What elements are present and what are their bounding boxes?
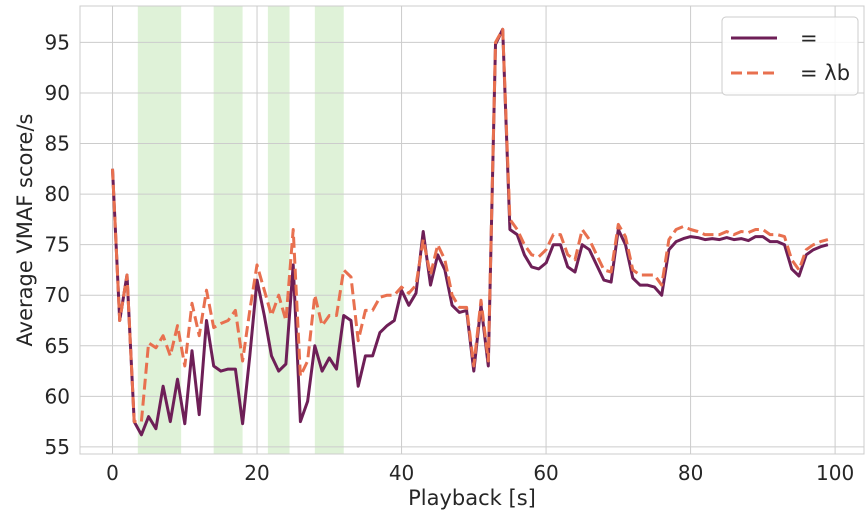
x-tick-label-40: 40 xyxy=(389,461,414,485)
y-tick-label-80: 80 xyxy=(45,182,70,206)
x-axis-title: Playback [s] xyxy=(408,486,536,510)
shaded-region-3 xyxy=(267,6,290,454)
series-line-2 xyxy=(111,27,829,424)
x-tick-label-100: 100 xyxy=(816,461,854,485)
y-tick-label-65: 65 xyxy=(45,334,70,358)
y-tick-label-90: 90 xyxy=(45,81,70,105)
y-tick-label-85: 85 xyxy=(45,132,70,156)
y-tick-label-75: 75 xyxy=(45,233,70,257)
y-axis-title: Average VMAF score/s xyxy=(13,114,37,347)
x-tick-label-0: 0 xyxy=(106,461,119,485)
x-tick-label-60: 60 xyxy=(533,461,558,485)
y-tick-labels: 55 60 65 70 75 80 85 90 95 xyxy=(45,30,70,459)
series-lines xyxy=(111,27,829,437)
plot-frame xyxy=(79,5,865,455)
y-tick-label-60: 60 xyxy=(45,384,70,408)
y-tick-label-55: 55 xyxy=(45,435,70,459)
y-tick-label-95: 95 xyxy=(45,30,70,54)
x-tick-labels: 0 20 40 60 80 100 xyxy=(106,461,854,485)
shaded-regions xyxy=(137,6,344,454)
y-tick-label-70: 70 xyxy=(45,283,70,307)
legend: = = λb xyxy=(721,16,859,96)
shaded-region-4 xyxy=(314,6,344,454)
legend-label-series-1: = xyxy=(800,26,818,50)
x-tick-label-80: 80 xyxy=(678,461,703,485)
legend-label-series-2: = λb xyxy=(800,61,850,85)
x-tick-label-20: 20 xyxy=(244,461,269,485)
